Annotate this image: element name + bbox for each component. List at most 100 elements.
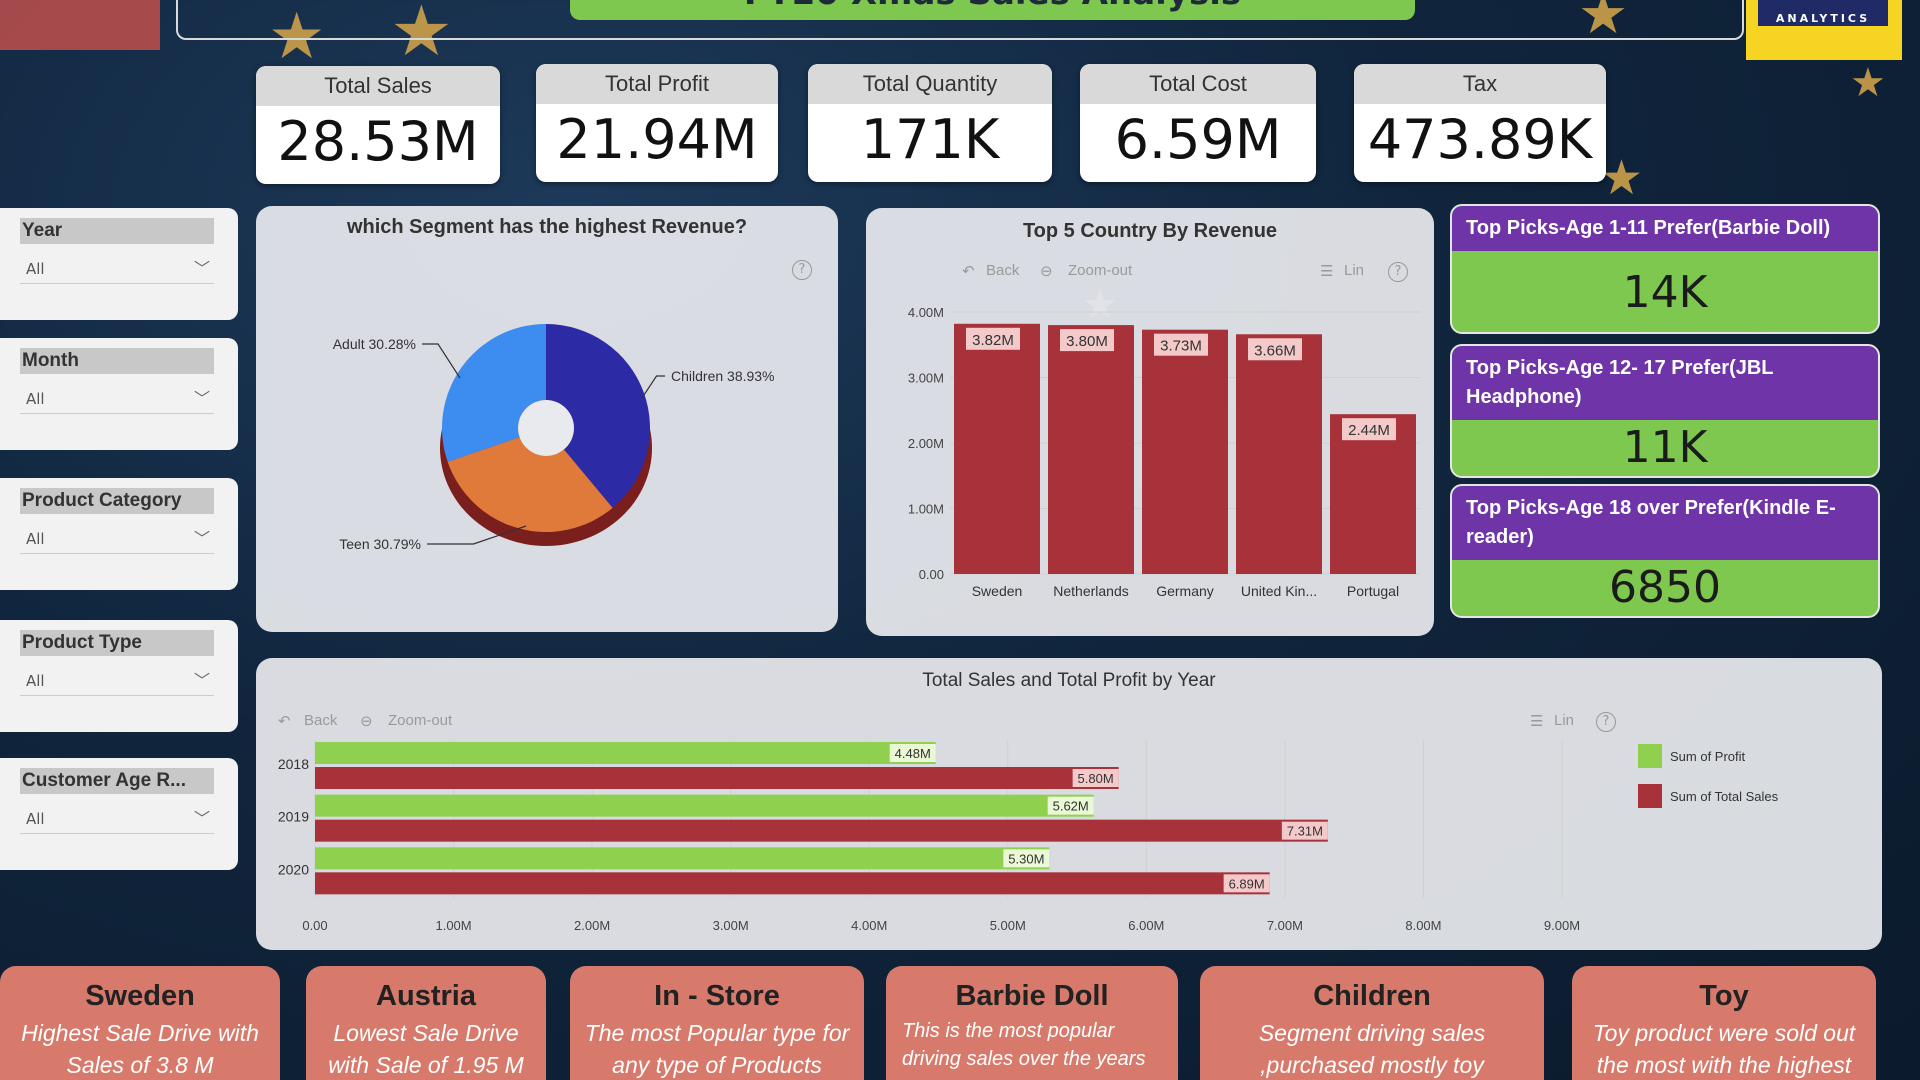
chevron-down-icon[interactable]: ﹀ xyxy=(193,259,210,278)
kpi-label: Total Sales xyxy=(256,66,500,106)
back-button[interactable]: Back xyxy=(304,712,338,729)
chevron-down-icon[interactable]: ﹀ xyxy=(193,389,210,408)
data-label: 5.30M xyxy=(1008,851,1044,866)
kpi-tax: Tax 473.89K xyxy=(1354,64,1606,182)
slicer-product-type: Product Type All ﹀ xyxy=(0,620,238,732)
legend-swatch xyxy=(1638,744,1662,768)
x-tick-label: 2.00M xyxy=(574,918,610,933)
back-icon[interactable]: ↶ xyxy=(962,263,975,280)
donut-leader-line xyxy=(641,375,665,399)
donut-leader-line xyxy=(422,343,461,379)
chart-title: Top 5 Country By Revenue xyxy=(1022,220,1278,242)
slicer-customer-age: Customer Age R... All ﹀ xyxy=(0,758,238,870)
data-label-bg xyxy=(1072,769,1119,787)
zoom-out-button[interactable]: Zoom-out xyxy=(1068,262,1133,279)
data-label: 7.31M xyxy=(1287,824,1323,839)
card-description: Highest Sale Drive with Sales of 3.8 M xyxy=(21,1020,259,1078)
insight-card-children: Children Segment driving sales ,purchase… xyxy=(1200,966,1544,1080)
slicer-label: Product Type xyxy=(20,630,214,656)
x-tick-label: 7.00M xyxy=(1267,918,1303,933)
card-description: The most Popular type for any type of Pr… xyxy=(584,1020,850,1078)
pick-title: Top Picks-Age 18 over Prefer(Kindle E-re… xyxy=(1452,486,1878,560)
kpi-label: Total Cost xyxy=(1080,64,1316,104)
zoom-out-icon[interactable]: ⊖ xyxy=(360,713,373,730)
donut-slice-adult xyxy=(441,324,546,462)
chevron-down-icon[interactable]: ﹀ xyxy=(193,529,210,548)
pick-value: 11K xyxy=(1622,422,1708,473)
data-label-bg xyxy=(889,744,936,762)
insight-card-sweden: Sweden Highest Sale Drive with Sales of … xyxy=(0,966,280,1080)
card-title: Children xyxy=(1313,980,1431,1012)
legend-swatch xyxy=(1638,784,1662,808)
kpi-label: Total Quantity xyxy=(808,64,1052,104)
dropdown-value: All xyxy=(26,810,45,828)
list-icon[interactable]: ☰ xyxy=(1530,713,1544,730)
chevron-down-icon[interactable]: ﹀ xyxy=(193,809,210,828)
card-description: Toy product were sold out the most with … xyxy=(1592,1020,1856,1078)
kpi-value: 171K xyxy=(860,108,1000,171)
data-label-bg xyxy=(1342,418,1396,441)
help-icon[interactable]: ? xyxy=(792,260,812,280)
bar-sum-of-profit xyxy=(315,794,1094,817)
title-bar xyxy=(176,0,1744,40)
product-category-dropdown[interactable]: All ﹀ xyxy=(20,524,214,554)
bar-2 xyxy=(1142,329,1228,574)
back-icon[interactable]: ↶ xyxy=(278,713,291,730)
data-label-bg xyxy=(1060,329,1114,352)
bar-3 xyxy=(1236,334,1322,574)
data-label: 3.66M xyxy=(1254,342,1296,359)
help-icon[interactable]: ? xyxy=(1388,262,1408,282)
segment-donut-chart: Children 38.93% Teen 30.79% Adult 30.28% xyxy=(333,324,775,552)
card-description: Lowest Sale Drive with Sale of 1.95 M xyxy=(328,1020,524,1078)
pick-title: Top Picks-Age 12- 17 Prefer(JBL Headphon… xyxy=(1452,346,1878,420)
year-dropdown[interactable]: All ﹀ xyxy=(20,254,214,284)
donut-label: Teen 30.79% xyxy=(339,536,421,552)
pick-value: 6850 xyxy=(1609,562,1721,613)
y-tick-label: 1.00M xyxy=(908,502,944,517)
customer-age-dropdown[interactable]: All ﹀ xyxy=(20,804,214,834)
kpi-value: 28.53M xyxy=(277,110,479,173)
bar-sum-of-profit xyxy=(315,847,1050,870)
kpi-label: Tax xyxy=(1354,64,1606,104)
sales-profit-bar-chart: 0.00 1.00M 2.00M 3.00M 4.00M 5.00M 6.00M 7.00M 8… xyxy=(278,740,1779,933)
header-red-block xyxy=(0,0,160,50)
lin-button[interactable]: Lin xyxy=(1554,712,1575,729)
data-label: 2.44M xyxy=(1348,422,1390,439)
chart-title: Total Sales and Total Profit by Year xyxy=(922,670,1216,691)
top-pick-card-kids: Top Picks-Age 1-11 Prefer(Barbie Doll) 1… xyxy=(1450,204,1880,334)
month-dropdown[interactable]: All ﹀ xyxy=(20,384,214,414)
page-title: FY20 Xmas Sales Analysis xyxy=(570,0,1415,20)
slicer-label: Month xyxy=(20,348,214,374)
x-tick-label: 4.00M xyxy=(851,918,887,933)
data-label: 3.73M xyxy=(1160,338,1202,355)
zoom-out-button[interactable]: Zoom-out xyxy=(388,712,453,729)
chevron-down-icon[interactable]: ﹀ xyxy=(193,671,210,690)
kpi-total-cost: Total Cost 6.59M xyxy=(1080,64,1316,182)
kpi-value: 6.59M xyxy=(1114,108,1282,171)
bar-1 xyxy=(1048,325,1134,574)
zoom-out-icon[interactable]: ⊖ xyxy=(1040,263,1053,280)
slicer-label: Product Category xyxy=(20,488,214,514)
data-label-bg xyxy=(1281,821,1328,840)
country-bar-chart: 0.00 1.00M 2.00M 3.00M 4.00M 3.82M Sweden 3.80M… xyxy=(908,305,1420,599)
logo-text: ANALYTICS xyxy=(1758,0,1888,26)
back-button[interactable]: Back xyxy=(986,262,1020,279)
kpi-total-sales: Total Sales 28.53M xyxy=(256,66,500,184)
lin-button[interactable]: Lin xyxy=(1344,262,1365,279)
product-type-dropdown[interactable]: All ﹀ xyxy=(20,666,214,696)
star-decoration-icon: ★ xyxy=(268,0,326,74)
help-icon[interactable]: ? xyxy=(1596,712,1616,732)
list-icon[interactable]: ☰ xyxy=(1320,263,1334,280)
x-tick-label: Portugal xyxy=(1347,583,1399,599)
donut-label: Adult 30.28% xyxy=(333,336,416,352)
donut-hole xyxy=(518,400,574,456)
y-tick-label: 4.00M xyxy=(908,305,944,320)
insight-card-austria: Austria Lowest Sale Drive with Sale of 1… xyxy=(306,966,546,1080)
legend-label: Sum of Total Sales xyxy=(1670,789,1779,804)
kpi-total-quantity: Total Quantity 171K xyxy=(808,64,1052,182)
kpi-total-profit: Total Profit 21.94M xyxy=(536,64,778,182)
legend-label: Sum of Profit xyxy=(1670,749,1746,764)
x-tick-label: 9.00M xyxy=(1544,918,1580,933)
card-title: Sweden xyxy=(85,980,195,1012)
card-title: Austria xyxy=(376,980,476,1012)
